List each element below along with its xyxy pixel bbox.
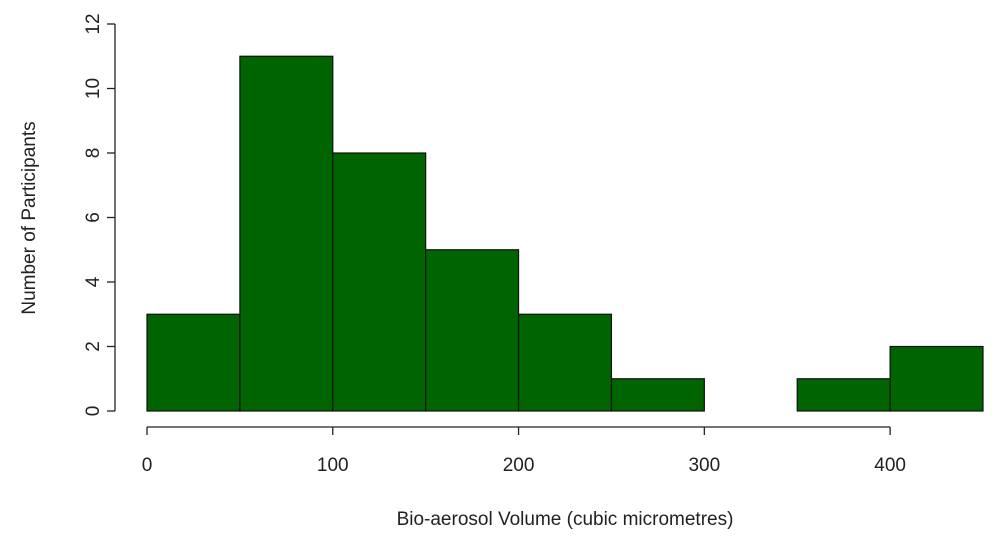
y-tick-label: 12 xyxy=(83,13,104,34)
bar xyxy=(239,55,334,412)
bar xyxy=(610,378,705,412)
y-tick-label: 4 xyxy=(83,276,104,287)
x-tick-label: 100 xyxy=(317,455,349,476)
bar xyxy=(796,378,891,412)
y-tick-label: 10 xyxy=(83,78,104,99)
x-tick-label: 200 xyxy=(503,455,535,476)
x-tick-label: 400 xyxy=(874,455,906,476)
bar xyxy=(889,345,984,412)
x-tick-label: 300 xyxy=(688,455,720,476)
bar xyxy=(146,313,241,412)
bar xyxy=(517,313,613,412)
bar xyxy=(425,249,520,412)
y-axis-label: Number of Participants xyxy=(19,121,40,314)
x-axis-label: Bio-aerosol Volume (cubic micrometres) xyxy=(397,509,734,530)
bar xyxy=(332,152,427,412)
y-tick-label: 2 xyxy=(83,341,104,352)
y-tick-label: 8 xyxy=(83,148,104,159)
y-tick-label: 6 xyxy=(83,212,104,223)
x-tick-label: 0 xyxy=(142,455,153,476)
y-tick-label: 0 xyxy=(83,406,104,417)
